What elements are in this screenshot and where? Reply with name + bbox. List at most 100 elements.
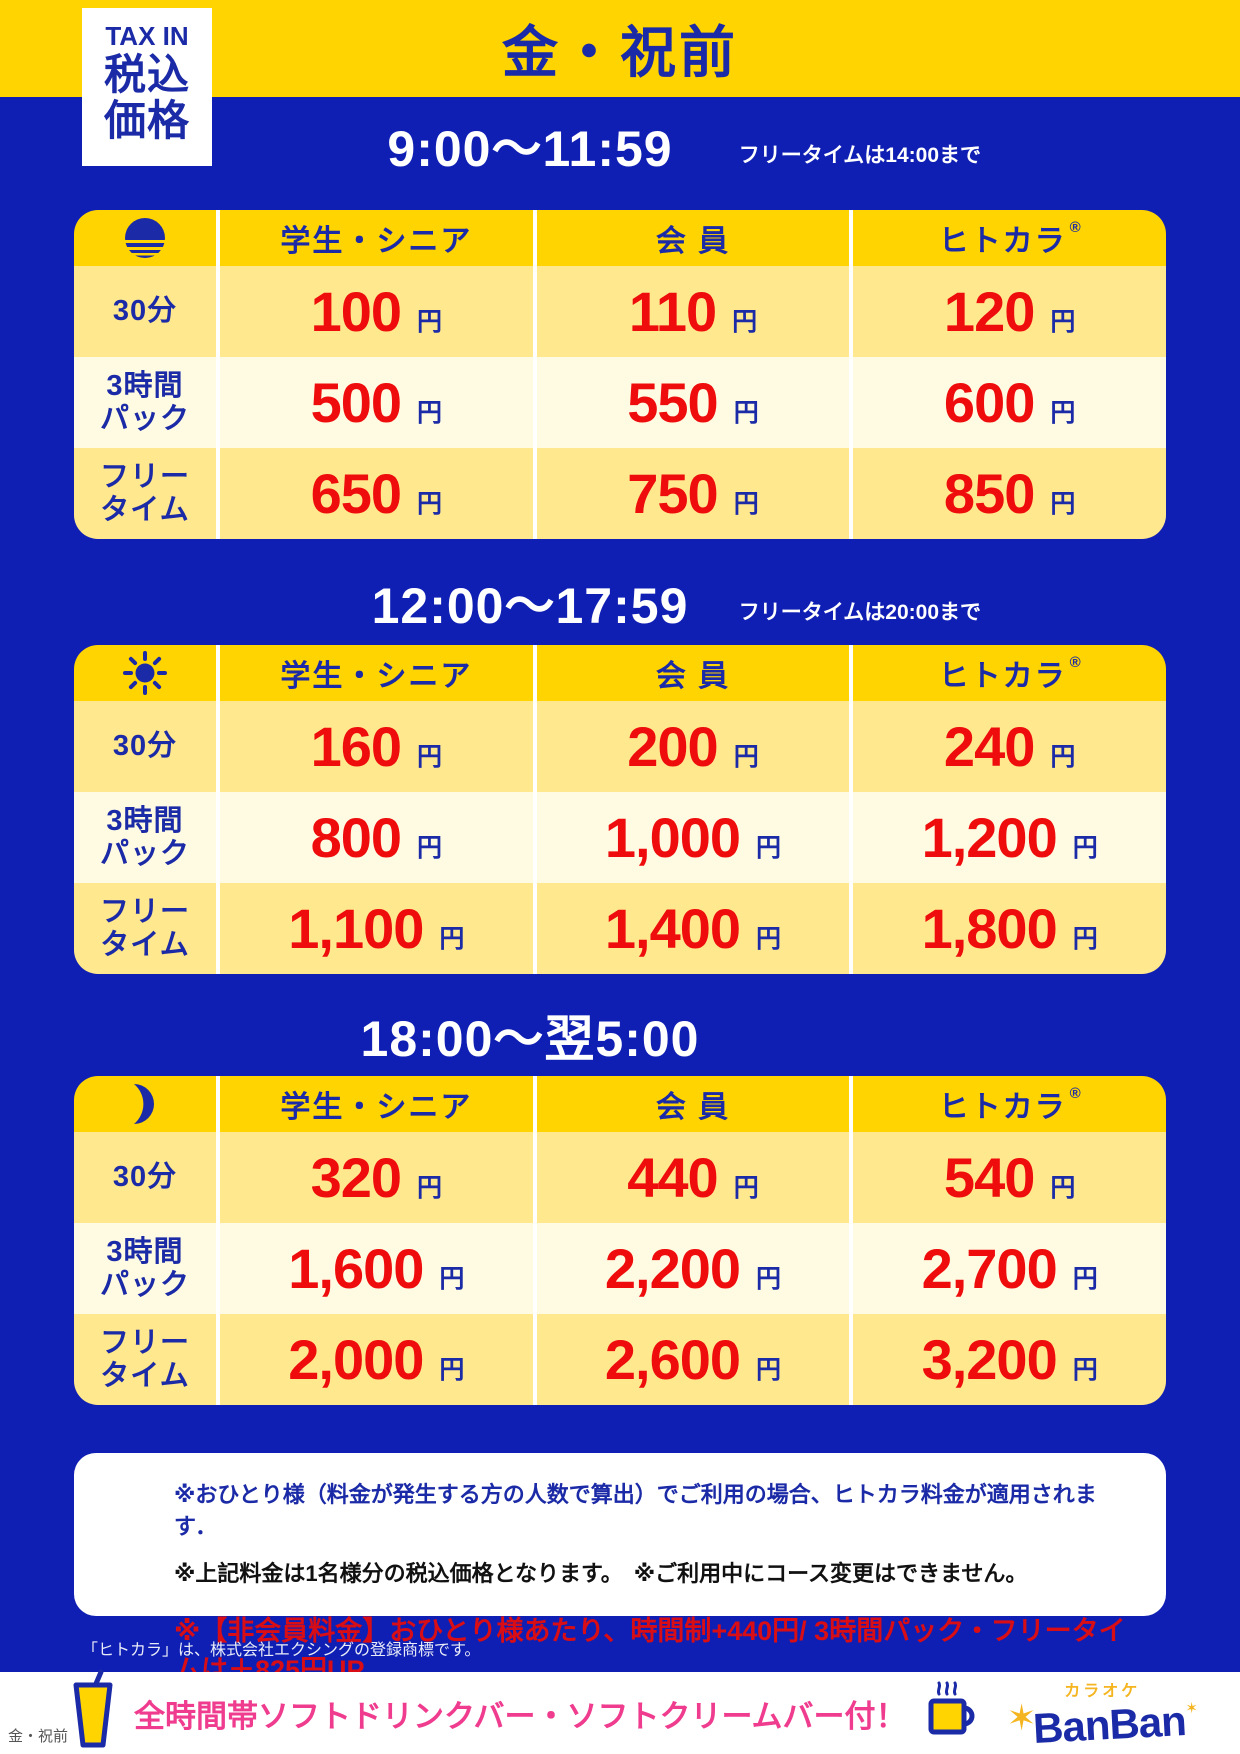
price-cell: 750 円	[532, 448, 850, 539]
price-cell: 650 円	[216, 448, 533, 539]
row-label-free-time: フリー タイム	[74, 1314, 216, 1405]
price-cell: 3,200 円	[849, 1314, 1166, 1405]
yen-suffix: 円	[1072, 1355, 1098, 1384]
price-cell: 850 円	[849, 448, 1166, 539]
price-cell: 240 円	[849, 701, 1166, 792]
icon-header-cell	[74, 645, 216, 701]
yen-suffix: 円	[1072, 1264, 1098, 1293]
footer-page-label: 金・祝前	[8, 1728, 69, 1745]
note-hitokara-rule: ※おひとり様（料金が発生する方の人数で算出）でご利用の場合、ヒトカラ料金が適用さ…	[174, 1482, 1097, 1539]
yen-suffix: 円	[1072, 924, 1098, 953]
yen-suffix: 円	[417, 489, 443, 518]
yen-suffix: 円	[1072, 833, 1098, 862]
price-cell: 600 円	[849, 357, 1166, 448]
logo-karaoke-text: カラオケ	[1064, 1683, 1141, 1700]
price-cell: 100 円	[216, 266, 533, 357]
price-cell: 1,600 円	[216, 1223, 533, 1314]
col-header-hitokara: ヒトカラ ®	[849, 645, 1166, 701]
price-cell: 1,000 円	[532, 792, 850, 883]
price-cell: 2,600 円	[532, 1314, 850, 1405]
yen-suffix: 円	[732, 307, 758, 336]
icon-header-cell	[74, 1076, 216, 1132]
time-section-night: 18:00〜翌5:00 学生・シニア 会 員 ヒトカラ ® 30分 320 円 4…	[0, 1010, 1240, 1405]
row-label-3hour-pack: 3時間 パック	[74, 1223, 216, 1314]
price-cell: 320 円	[216, 1132, 533, 1223]
yen-suffix: 円	[417, 398, 443, 427]
section-title-row: 18:00〜翌5:00	[74, 1010, 1166, 1068]
page-title: 金・祝前	[502, 21, 738, 84]
yen-suffix: 円	[733, 489, 759, 518]
yen-suffix: 円	[417, 1173, 443, 1202]
section-title-row: 12:00〜17:59 フリータイムは20:00まで	[74, 577, 1166, 635]
col-header-student-senior: 学生・シニア	[216, 1076, 533, 1132]
col-header-hitokara-label: ヒトカラ	[938, 660, 1067, 693]
row-label-30min: 30分	[74, 266, 216, 357]
row-label-3hour-pack: 3時間 パック	[74, 792, 216, 883]
time-range-title: 18:00〜翌5:00	[360, 1011, 700, 1067]
row-label-free-time: フリー タイム	[74, 448, 216, 539]
row-label-30min: 30分	[74, 1132, 216, 1223]
yen-suffix: 円	[756, 1264, 782, 1293]
note-nonmember-fee: ※【非会員料金】おひとり様あたり、時間制+440円/ 3時間パック・フリータイム…	[174, 1616, 1126, 1685]
price-cell: 160 円	[216, 701, 533, 792]
yen-suffix: 円	[417, 833, 443, 862]
col-header-member: 会 員	[532, 210, 850, 266]
yen-suffix: 円	[1050, 398, 1076, 427]
karaoke-banban-logo: カラオケ ✶ BanBan ✶	[1006, 1677, 1198, 1752]
col-header-hitokara: ヒトカラ ®	[849, 210, 1166, 266]
freetime-limit-note: フリータイムは14:00まで	[738, 144, 981, 167]
yen-suffix: 円	[733, 742, 759, 771]
star-icon: ✶	[1006, 1697, 1037, 1738]
col-header-hitokara-label: ヒトカラ	[938, 1091, 1067, 1124]
sunrise-icon	[125, 218, 165, 258]
tax-badge-en: TAX IN	[105, 21, 189, 51]
yen-suffix: 円	[1050, 489, 1076, 518]
time-section-daytime: 12:00〜17:59 フリータイムは20:00まで 学生・シニア 会 員 ヒト	[0, 577, 1240, 974]
tax-badge-jp1: 税込	[103, 51, 190, 98]
price-cell: 800 円	[216, 792, 533, 883]
yen-suffix: 円	[1050, 742, 1076, 771]
yen-suffix: 円	[756, 833, 782, 862]
freetime-limit-note: フリータイムは20:00まで	[738, 601, 981, 624]
price-cell: 2,200 円	[532, 1223, 850, 1314]
icon-header-cell	[74, 210, 216, 266]
drink-bar-promo-text: 全時間帯ソフトドリンクバー・ソフトクリームバー付！	[134, 1698, 907, 1734]
row-label-30min: 30分	[74, 701, 216, 792]
section-title-row: 9:00〜11:59 フリータイムは14:00まで	[74, 120, 1166, 178]
yen-suffix: 円	[439, 1264, 465, 1293]
price-cell: 110 円	[532, 266, 850, 357]
tax-badge-jp2: 価格	[103, 97, 190, 145]
price-cell: 550 円	[532, 357, 850, 448]
col-header-hitokara: ヒトカラ ®	[849, 1076, 1166, 1132]
coffee-cup-icon	[928, 1681, 974, 1735]
col-header-member: 会 員	[532, 645, 850, 701]
yen-suffix: 円	[439, 924, 465, 953]
trademark-note: 「ヒトカラ」は、株式会社エクシングの登録商標です。	[82, 1642, 481, 1659]
price-table-morning: 学生・シニア 会 員 ヒトカラ ® 30分 100 円 110 円 120 円 3時間…	[74, 210, 1166, 539]
col-header-student-senior: 学生・シニア	[216, 645, 533, 701]
row-label-3hour-pack: 3時間 パック	[74, 357, 216, 448]
time-section-morning: 9:00〜11:59 フリータイムは14:00まで 学生・シニア 会 員 ヒトカ	[0, 120, 1240, 539]
yen-suffix: 円	[417, 307, 443, 336]
sun-icon	[123, 651, 167, 695]
moon-icon	[134, 1084, 154, 1124]
yen-suffix: 円	[417, 742, 443, 771]
yen-suffix: 円	[1050, 307, 1076, 336]
price-cell: 1,800 円	[849, 883, 1166, 974]
logo-banban-text: BanBan	[1031, 1697, 1187, 1752]
price-cell: 1,100 円	[216, 883, 533, 974]
registered-mark: ®	[1069, 654, 1081, 671]
registered-mark: ®	[1069, 1085, 1081, 1102]
footer-bar: 金・祝前 全時間帯ソフトドリンクバー・ソフトクリームバー付！ カラオケ ✶ Ba…	[0, 1669, 1240, 1754]
price-table-daytime: 学生・シニア 会 員 ヒトカラ ® 30分 160 円 200 円 240 円 3時間…	[74, 645, 1166, 974]
price-cell: 440 円	[532, 1132, 850, 1223]
row-label-free-time: フリー タイム	[74, 883, 216, 974]
col-header-hitokara-label: ヒトカラ	[938, 225, 1067, 258]
registered-mark: ®	[1069, 219, 1081, 236]
star-icon: ✶	[1185, 1700, 1198, 1717]
time-range-title: 12:00〜17:59	[371, 578, 689, 634]
col-header-student-senior: 学生・シニア	[216, 210, 533, 266]
price-cell: 2,000 円	[216, 1314, 533, 1405]
yen-suffix: 円	[733, 1173, 759, 1202]
